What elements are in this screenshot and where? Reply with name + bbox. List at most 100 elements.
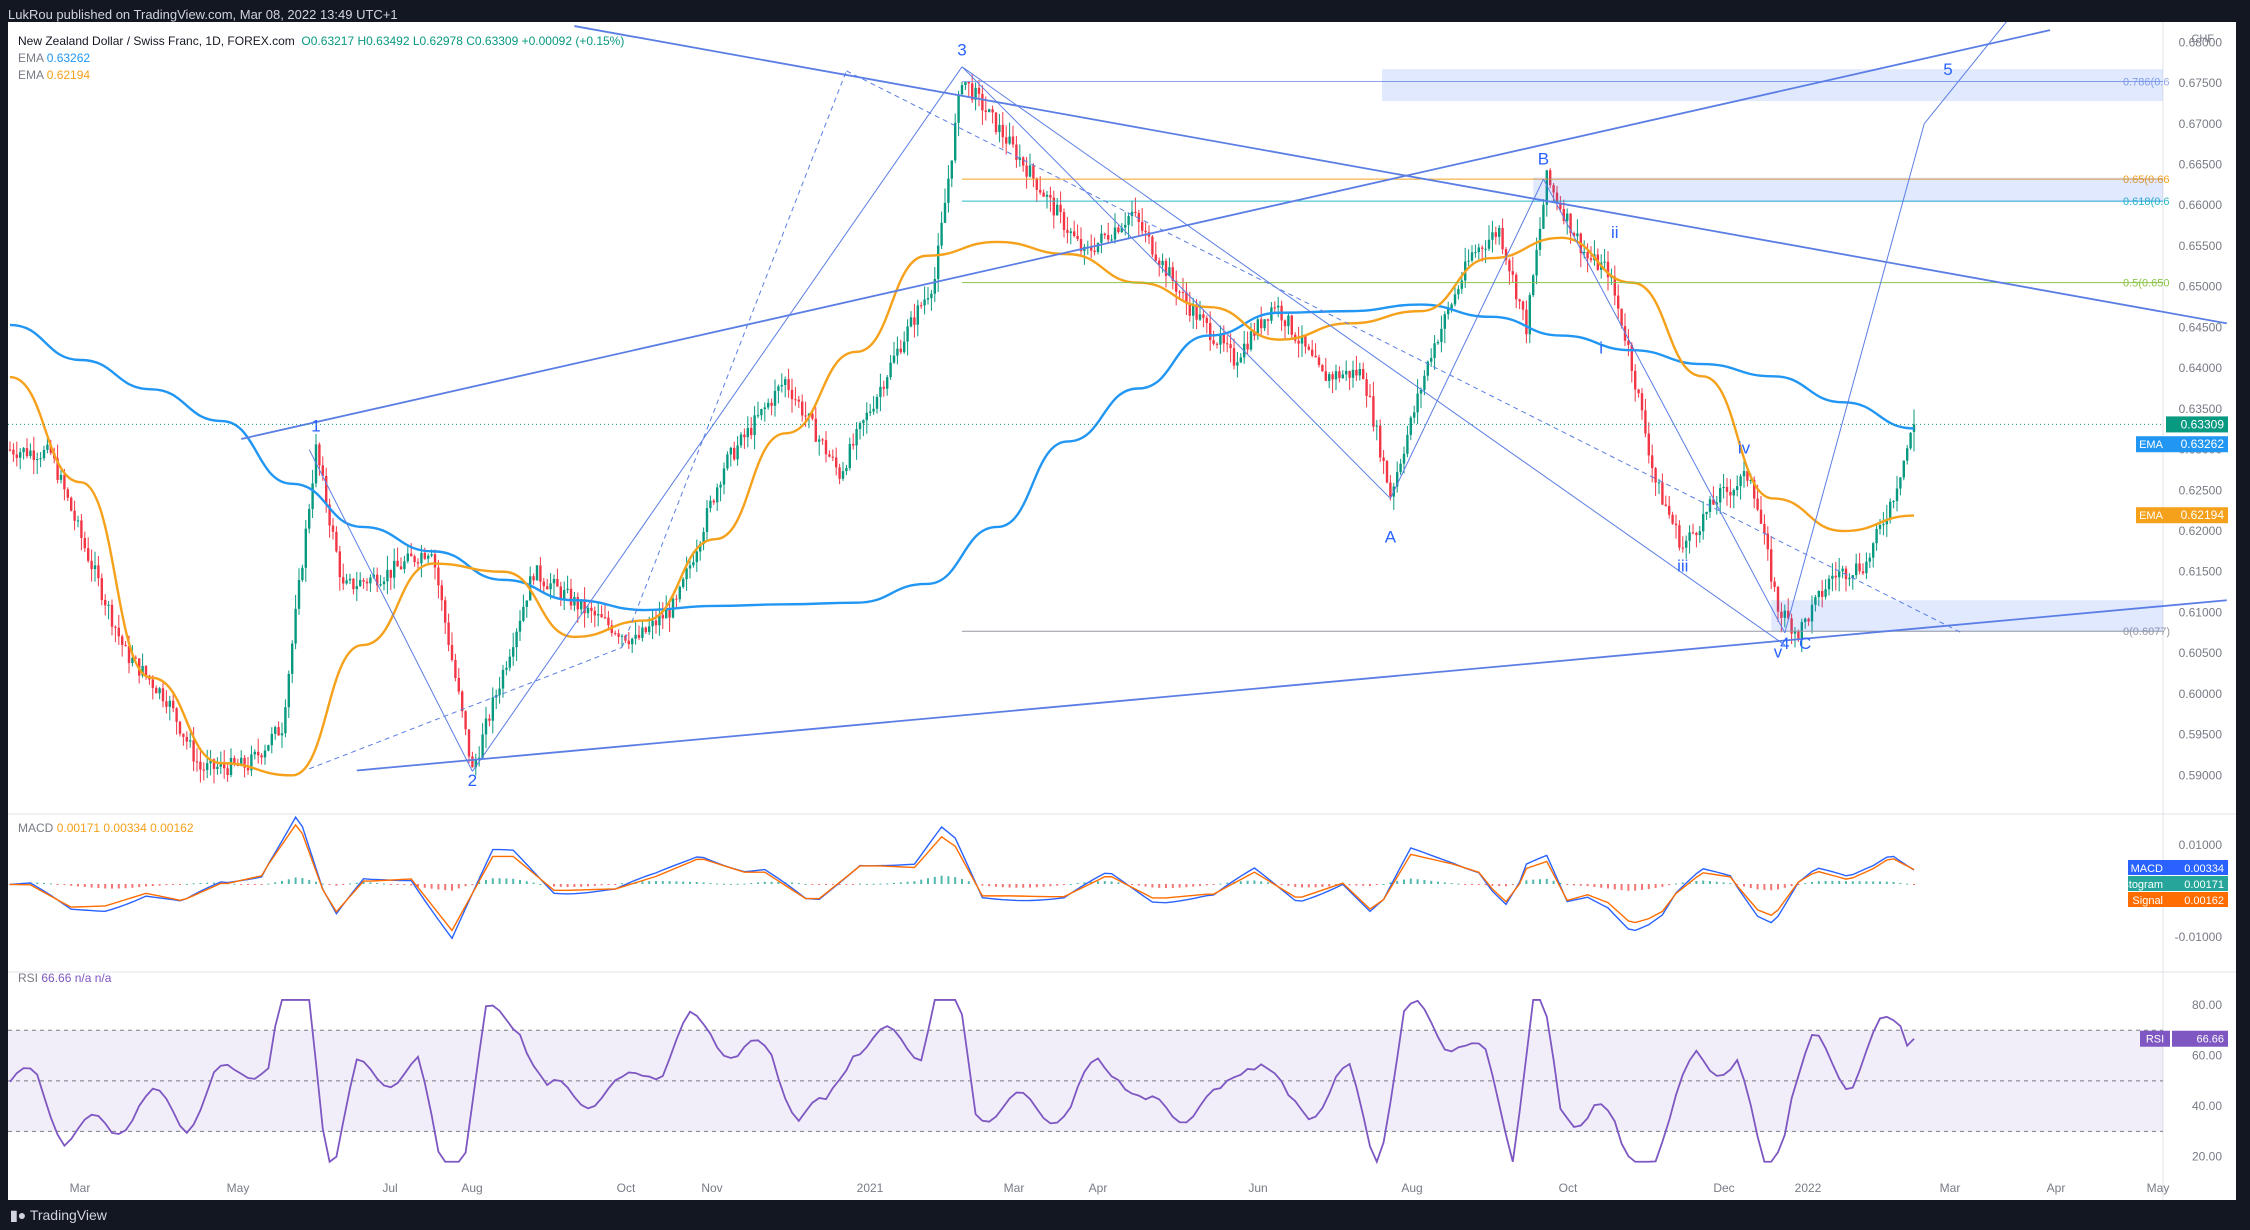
candle-body — [121, 636, 124, 645]
candle-body — [338, 551, 341, 578]
macd-hist-bar — [791, 882, 793, 884]
ema-line-1 — [9, 303, 1915, 612]
macd-hist-bar — [491, 878, 494, 884]
candle-body — [1212, 340, 1215, 344]
candle-body — [1433, 343, 1436, 359]
rsi-legend[interactable]: RSI 66.66 n/a n/a — [18, 971, 111, 985]
macd-hist-bar — [1600, 884, 1603, 888]
candle-body — [858, 423, 862, 430]
macd-hist-bar — [1437, 881, 1439, 884]
macd-hist-bar — [1348, 884, 1351, 886]
candle-body — [1406, 434, 1409, 454]
macd-hist-bar — [1498, 884, 1501, 887]
ema2-legend[interactable]: EMA 0.62194 — [18, 68, 90, 82]
macd-hist-bar — [49, 883, 52, 885]
symbol-name[interactable]: New Zealand Dollar / Swiss Franc, 1D, FO… — [18, 34, 295, 48]
macd-hist-bar — [1151, 884, 1154, 888]
macd-hist-bar — [1131, 884, 1133, 885]
macd-hist-bar — [117, 884, 120, 889]
candle-body — [355, 586, 358, 590]
candle-body — [1906, 448, 1909, 461]
candle-body — [797, 399, 800, 402]
candle-body — [1515, 274, 1518, 300]
candle-body — [631, 638, 634, 645]
macd-hist-bar — [437, 884, 440, 890]
tradingview-logo-icon[interactable]: ▮● — [10, 1207, 27, 1223]
candle-body — [566, 588, 569, 591]
macd-hist-bar — [260, 884, 263, 885]
candle-body — [1753, 479, 1756, 499]
candle-body — [144, 665, 148, 676]
candle-body — [1113, 227, 1117, 240]
candle-body — [1647, 433, 1650, 456]
candle-body — [491, 697, 494, 721]
rsi-line — [9, 999, 1915, 1165]
macd-hist-bar — [505, 878, 508, 884]
candle-body — [352, 578, 355, 590]
macd-label-box — [2128, 892, 2228, 907]
candle-body — [1855, 563, 1858, 576]
macd-hist-bar — [1464, 884, 1467, 885]
macd-hist-bar — [1777, 884, 1779, 890]
rsi-pane: 80.00 60.00 40.00 20.00 RSI 66.66 — [8, 998, 2228, 1165]
candle-body — [682, 579, 685, 587]
candle-body — [1681, 547, 1684, 549]
macd-hist-bar — [661, 880, 664, 884]
candle-body — [994, 112, 998, 133]
candle-body — [399, 566, 403, 570]
candle-body — [178, 721, 182, 734]
candle-body — [600, 614, 603, 618]
candle-body — [913, 317, 916, 325]
macd-legend[interactable]: MACD 0.00171 0.00334 0.00162 — [18, 821, 194, 835]
candle-body — [957, 94, 960, 123]
candle-body — [794, 399, 797, 401]
macd-label-name: Histogram — [2113, 879, 2163, 891]
candle-body — [195, 761, 199, 763]
candle-body — [590, 607, 593, 611]
macd-hist-bar — [1069, 883, 1072, 885]
candle-body — [1909, 432, 1912, 449]
candle-body — [87, 548, 90, 561]
macd-hist-bar — [1756, 884, 1759, 890]
trend-line — [1542, 178, 1786, 634]
macd-label-value: 0.00334 — [2184, 863, 2224, 875]
macd-hist-bar — [553, 884, 555, 887]
footer-brand[interactable]: TradingView — [29, 1207, 107, 1223]
candle-body — [1331, 374, 1334, 380]
chart-canvas[interactable]: 0.786(0.6 0.65(0.66 0.618(0.6 0.5(0.650 0(0.… — [8, 22, 2236, 1200]
candle-body — [1321, 365, 1324, 372]
price-tick-label: 0.61000 — [2179, 605, 2223, 619]
macd-hist-bar — [1620, 884, 1623, 891]
candle-body — [784, 379, 787, 386]
price-tick-label: 0.65000 — [2179, 280, 2223, 294]
macd-hist-bar — [1362, 884, 1365, 886]
candle-body — [658, 615, 661, 626]
macd-hist-bar — [1627, 884, 1630, 891]
price-tick-label: 0.63500 — [2179, 402, 2223, 416]
price-tick-label: 0.67500 — [2179, 76, 2223, 90]
ema1-legend[interactable]: EMA 0.63262 — [18, 51, 90, 65]
candle-body — [444, 600, 447, 623]
price-label-box — [2166, 416, 2228, 433]
macd-tick-label: -0.01000 — [2175, 930, 2223, 944]
time-tick-label: Jun — [1248, 1181, 1267, 1195]
candle-body — [1821, 590, 1824, 597]
candle-body — [250, 754, 253, 771]
macd-hist-bar — [804, 883, 807, 885]
candle-body — [607, 617, 610, 626]
macd-hist-bar — [831, 884, 834, 885]
candle-body — [518, 620, 522, 632]
candle-body — [848, 444, 851, 469]
price-tick-label: 0.60500 — [2179, 646, 2223, 660]
ohlc-values: O0.63217 H0.63492 L0.62978 C0.63309 +0.0… — [301, 34, 625, 48]
macd-hist-bar — [1811, 881, 1813, 884]
macd-hist-bar — [593, 884, 596, 886]
candle-body — [1134, 211, 1137, 214]
fib-levels: 0.786(0.6 0.65(0.66 0.618(0.6 0.5(0.650 0(0.… — [962, 76, 2170, 638]
price-tick-label: 0.59000 — [2179, 768, 2223, 782]
candle-body — [1756, 498, 1759, 510]
candle-body — [1324, 371, 1327, 381]
candle-body — [1742, 471, 1746, 477]
candle-body — [1042, 192, 1045, 197]
macd-hist-bar — [1879, 881, 1881, 884]
